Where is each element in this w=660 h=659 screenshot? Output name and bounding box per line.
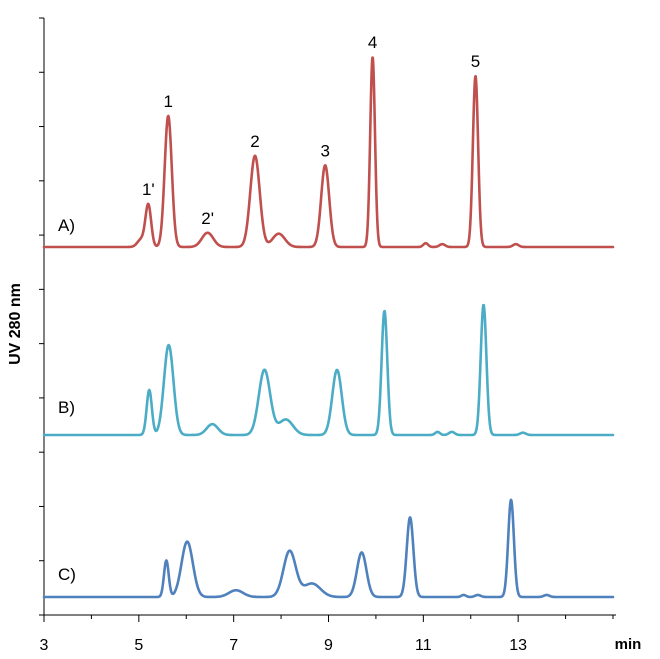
peak-label: 4 [368,33,377,52]
x-tick-label: 5 [134,637,143,654]
traces [42,56,615,599]
peak-label: 3 [320,141,329,160]
axes [39,17,616,622]
peak-label: 2 [250,132,259,151]
peak-label: 2' [201,209,214,228]
peak-label: 5 [471,52,480,71]
x-tick-label: 7 [229,637,238,654]
x-axis-title: min [615,636,642,653]
x-tick-label: 3 [40,637,49,654]
peak-label: 1' [142,180,155,199]
x-tick-label: 11 [415,637,432,654]
trace-label: B) [58,398,75,417]
y-axis-title: UV 280 nm [7,283,24,365]
x-tick-label: 9 [324,637,333,654]
trace-label: A) [58,216,75,235]
peak-label: 1 [163,92,172,111]
trace-label: C) [58,565,76,584]
labels: 3 5 7 9 11 13 min UV 280 nm A) 1' 1 2' 2 3 4 5 B) C) [7,33,641,654]
trace-line-a [42,56,615,249]
x-tick-label: 13 [509,637,527,654]
trace-line-c [42,498,615,599]
trace-line-b [42,303,615,437]
